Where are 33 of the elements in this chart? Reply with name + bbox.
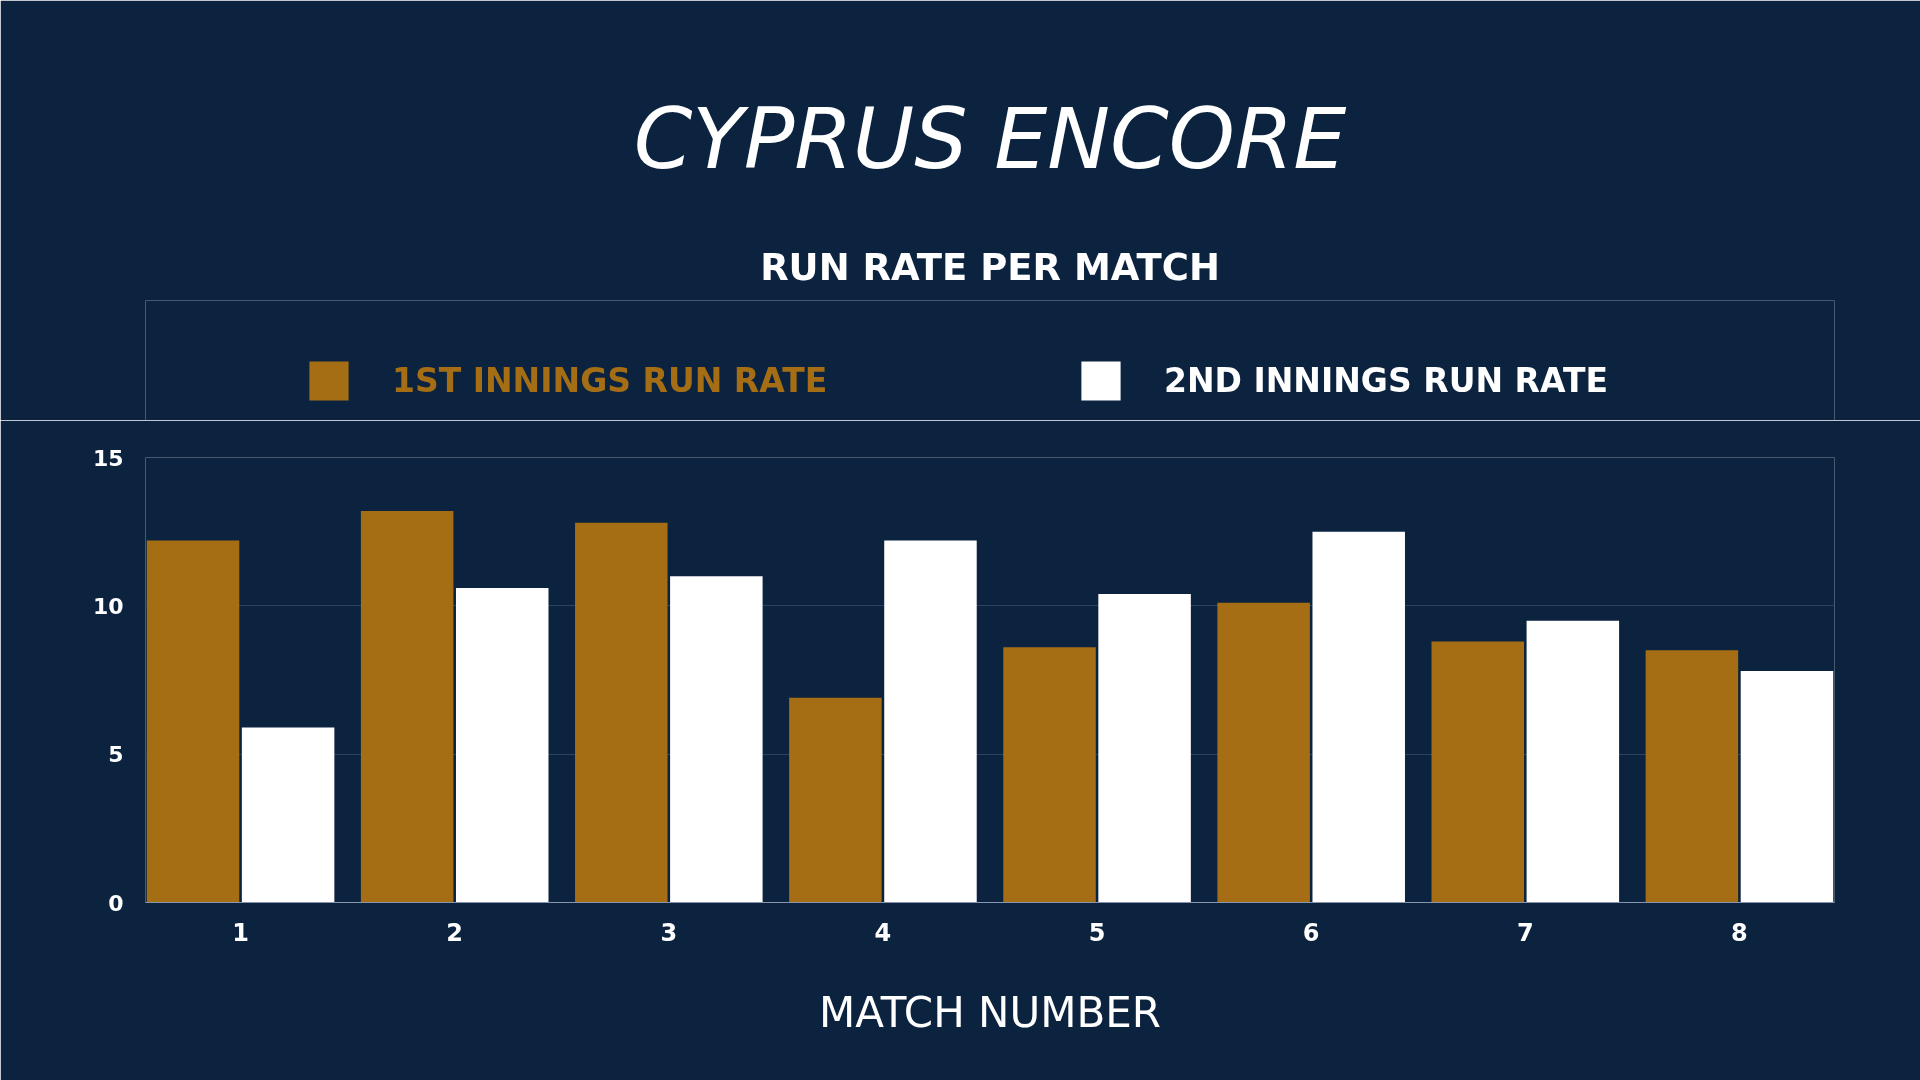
x-tick-label: 4 [874,918,892,947]
chart-subtitle: RUN RATE PER MATCH [760,245,1220,289]
bar [1526,620,1620,903]
bar [884,540,977,903]
chart-title: CYPRUS ENCORE [633,90,1347,188]
y-tick-label: 5 [108,742,124,768]
x-tick-label: 6 [1302,918,1320,947]
x-tick-label: 2 [446,918,464,947]
bar [575,522,668,903]
x-tick-label: 7 [1516,918,1534,947]
y-tick-label: 0 [108,890,124,916]
bar [146,540,240,903]
legend-label: 2ND INNINGS RUN RATE [1164,360,1608,402]
bar [670,576,763,903]
x-tick-label: 8 [1731,918,1748,947]
x-tick-label: 5 [1088,918,1106,947]
bar [1645,650,1739,903]
legend-label: 1ST INNINGS RUN RATE [392,360,828,402]
bar [789,697,882,903]
x-tick-label: 1 [232,918,249,947]
y-tick-label: 10 [92,593,124,619]
bar [241,727,335,903]
x-tick-label: 3 [660,918,678,947]
bar [360,510,454,903]
bar [455,588,549,903]
y-tick-label: 15 [92,445,124,471]
bar [1098,593,1191,903]
bar [1003,647,1096,903]
bar [1431,641,1525,903]
bar [1312,531,1405,903]
bar [1740,671,1834,903]
bar [1217,602,1310,903]
x-axis-title: MATCH NUMBER [818,987,1162,1037]
